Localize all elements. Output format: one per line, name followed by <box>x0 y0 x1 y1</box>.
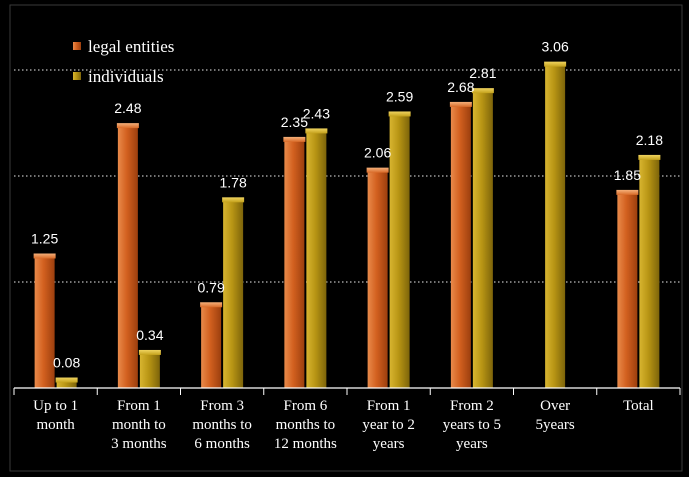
bar-cap-individuals <box>138 349 161 355</box>
bar-legal-entities <box>367 169 388 388</box>
legend-item-legal-entities: legal entities <box>73 37 174 56</box>
legend: legal entities individuals <box>73 37 174 86</box>
bar-cap-legal-entities <box>200 302 223 308</box>
data-label-legal-entities: 1.25 <box>31 231 58 247</box>
bar-individuals <box>306 130 327 389</box>
bar-cap-legal-entities <box>33 253 56 259</box>
bar-cap-individuals <box>305 128 328 134</box>
data-label-legal-entities: 2.48 <box>114 100 141 116</box>
bar-individuals <box>389 113 410 389</box>
data-label-legal-entities: 0.79 <box>198 279 225 295</box>
legend-label-individuals: individuals <box>88 67 164 86</box>
legend-swatch-legal-entities <box>73 42 81 50</box>
bar-legal-entities <box>201 304 222 388</box>
x-tick-label: From 1 month to 3 months <box>111 398 167 452</box>
bar-individuals <box>139 351 160 388</box>
bar-individuals <box>472 90 493 388</box>
legend-label-legal-entities: legal entities <box>88 37 174 56</box>
bar-individuals <box>639 156 660 388</box>
bar-cap-individuals <box>388 111 411 117</box>
legend-swatch-individuals <box>73 72 81 80</box>
data-label-individuals: 1.78 <box>220 174 247 190</box>
x-tick-label: Over 5years <box>536 398 575 433</box>
bar-legal-entities <box>117 125 138 389</box>
bar-cap-individuals <box>638 154 661 160</box>
data-labels-group: 1.25 0.08 2.48 0.34 0.79 1.78 2.352.43 2.06 2.59… <box>31 39 663 371</box>
bar-legal-entities <box>450 103 471 389</box>
bar-individuals <box>223 199 244 388</box>
bar-cap-legal-entities <box>616 189 639 195</box>
bar-individuals <box>545 63 566 388</box>
bar-cap-legal-entities <box>449 101 472 107</box>
data-label-individuals: 2.59 <box>386 88 413 104</box>
bar-legal-entities <box>617 191 638 388</box>
data-label-individuals: 0.08 <box>53 355 80 371</box>
bars-group <box>33 61 661 389</box>
data-label-individuals: 0.34 <box>136 327 163 343</box>
data-label-individuals: 2.18 <box>636 132 663 148</box>
data-label-legal-entities: 2.06 <box>364 145 391 161</box>
gridlines <box>14 69 680 283</box>
bar-cap-legal-entities <box>366 167 389 173</box>
bar-individuals <box>56 379 77 388</box>
x-tick-label: Total <box>623 398 654 414</box>
x-axis-ticks <box>13 388 681 395</box>
x-tick-label: From 3 months to 6 months <box>192 398 252 452</box>
x-tick-label: From 2 years to 5 years <box>443 398 501 452</box>
bar-cap-legal-entities <box>116 123 139 129</box>
bar-cap-legal-entities <box>283 136 306 142</box>
bar-legal-entities <box>34 255 55 388</box>
bar-cap-individuals <box>222 197 245 203</box>
x-tick-label: From 1 year to 2 years <box>362 398 414 452</box>
bar-cap-individuals <box>55 377 78 383</box>
data-label-individuals: 2.43 <box>303 105 330 121</box>
bar-cap-individuals <box>471 88 494 94</box>
data-label-legal-entities: 1.85 <box>614 167 641 183</box>
bar-legal-entities <box>284 138 305 388</box>
x-tick-label: From 6 months to 12 months <box>274 398 337 452</box>
data-label-legal-entities: 2.35 <box>281 114 308 130</box>
data-label-individuals: 3.06 <box>542 39 569 55</box>
data-label-individuals: 2.81 <box>469 65 496 81</box>
bar-cap-individuals <box>544 61 567 67</box>
data-label-legal-entities: 2.68 <box>447 79 474 95</box>
x-tick-label: Up to 1 month <box>33 398 78 433</box>
x-axis-labels: Up to 1 month From 1 month to 3 months From 3… <box>33 398 654 452</box>
legend-item-individuals: individuals <box>73 67 164 86</box>
